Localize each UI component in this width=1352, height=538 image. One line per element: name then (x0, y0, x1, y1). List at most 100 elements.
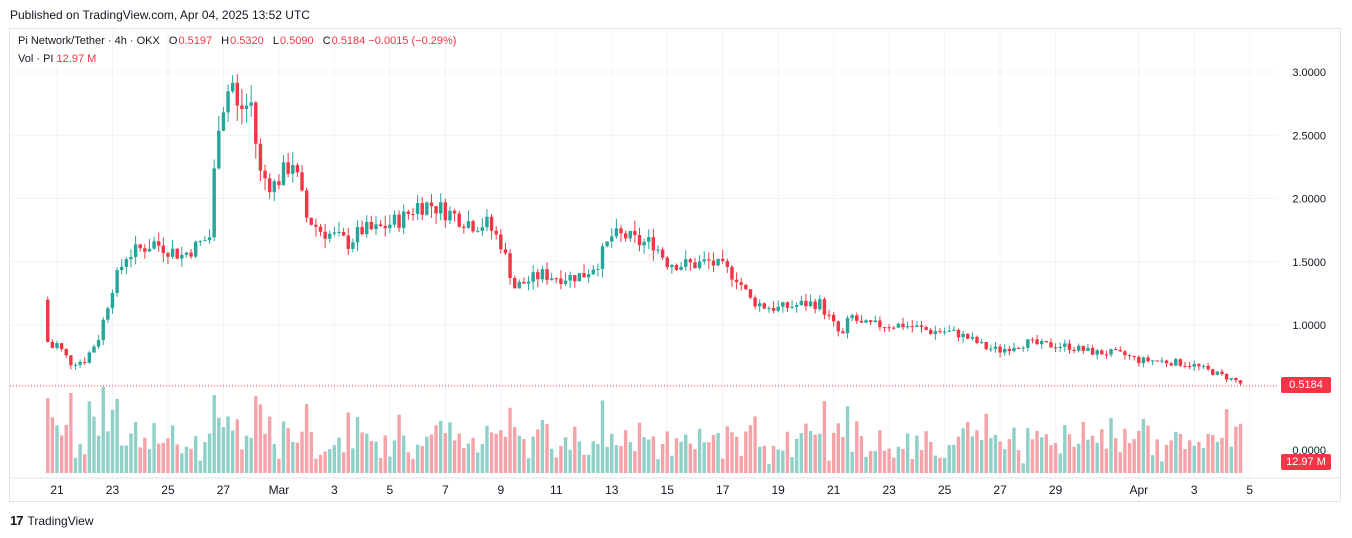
candle (707, 259, 711, 261)
volume-bar (540, 420, 545, 473)
y-tick-label: 3.0000 (1292, 67, 1326, 79)
candle (244, 105, 249, 109)
candle (1220, 371, 1224, 374)
volume-bar (633, 451, 637, 473)
volume-value: 12.97 M (56, 53, 97, 65)
candle (83, 361, 87, 363)
volume-bar (739, 455, 743, 473)
symbol-title[interactable]: Pi Network/Tether · 4h · OKX (18, 35, 160, 47)
volume-bar (725, 426, 730, 473)
volume-bar (198, 460, 203, 473)
close-value: 0.5184 (331, 35, 366, 47)
volume-bar (50, 417, 55, 473)
candle (143, 248, 147, 252)
x-tick-label: 25 (161, 483, 175, 497)
candle (781, 302, 785, 307)
volume-bar (295, 442, 300, 473)
candle (739, 282, 743, 285)
volume-bar (244, 435, 249, 473)
candle (230, 82, 235, 92)
volume-bar (388, 456, 392, 473)
volume-bar (1192, 445, 1196, 473)
volume-bar (554, 457, 558, 473)
chart-frame[interactable] (9, 28, 1341, 502)
candle (647, 237, 651, 242)
volume-bar (776, 449, 780, 473)
volume-bar (392, 440, 397, 473)
volume-bar (73, 457, 78, 473)
volume-bar (110, 409, 115, 473)
candle (785, 302, 790, 308)
volume-bar (129, 433, 133, 473)
volume-bar (623, 430, 628, 473)
volume-bar (291, 441, 295, 473)
candle (1164, 360, 1169, 364)
candle (360, 227, 364, 235)
volume-bar (443, 433, 448, 473)
candle (850, 315, 854, 319)
candle (337, 231, 341, 233)
volume-bar (1021, 463, 1025, 473)
candle (397, 214, 401, 228)
candle (656, 249, 660, 251)
volume-bar (1178, 434, 1183, 473)
candle (402, 211, 406, 228)
candle (508, 253, 512, 278)
volume-bar (1113, 438, 1118, 473)
volume-bar (952, 444, 956, 473)
volume-bar (1003, 449, 1007, 473)
volume-bar (462, 447, 466, 473)
tradingview-brand[interactable]: 17 TradingView (10, 513, 94, 528)
volume-bar (947, 444, 951, 473)
candle (120, 266, 124, 271)
candle (1072, 349, 1076, 351)
volume-bar (730, 432, 734, 473)
volume-bar (138, 447, 142, 473)
candle (517, 281, 522, 289)
volume-bar (591, 441, 595, 473)
candle (859, 320, 864, 323)
volume-bar (1016, 450, 1021, 473)
candle (443, 202, 448, 221)
candle (69, 355, 73, 366)
candle (831, 314, 836, 322)
x-tick-label: 5 (387, 483, 394, 497)
volume-bar (1164, 444, 1169, 473)
candle (610, 236, 614, 242)
volume-bar (1118, 452, 1123, 473)
candle (480, 227, 485, 231)
candle (762, 303, 767, 309)
volume-bar (1067, 434, 1072, 473)
candle (697, 261, 702, 269)
volume-bar (956, 436, 961, 473)
volume-bar (757, 446, 762, 473)
volume-label[interactable]: Vol · PI (18, 53, 54, 65)
candle (291, 165, 295, 174)
ohlc-legend[interactable]: Pi Network/Tether · 4h · OKX O0.5197 H0.… (18, 35, 456, 47)
candle (369, 221, 374, 230)
x-tick-label: 3 (331, 483, 338, 497)
candle (623, 233, 628, 239)
volume-bar (762, 445, 767, 473)
volume-bar (365, 433, 369, 473)
volume-bar (96, 435, 101, 473)
candle (323, 231, 327, 239)
open-value: 0.5197 (178, 35, 213, 47)
volume-bar (193, 436, 198, 473)
volume-bar (494, 433, 498, 473)
volume-bar (267, 416, 272, 473)
volume-bar (314, 458, 318, 473)
volume-bar (841, 436, 845, 473)
volume-bar (716, 433, 720, 473)
candle (1044, 341, 1049, 343)
volume-bar (1012, 427, 1016, 473)
candle (956, 329, 961, 338)
candle (438, 202, 443, 214)
volume-legend[interactable]: Vol · PI 12.97 M (18, 53, 96, 65)
volume-bar (1238, 423, 1243, 473)
candle (429, 202, 434, 207)
candle (92, 346, 96, 353)
volume-bar (471, 437, 475, 473)
volume-bar (771, 445, 776, 473)
